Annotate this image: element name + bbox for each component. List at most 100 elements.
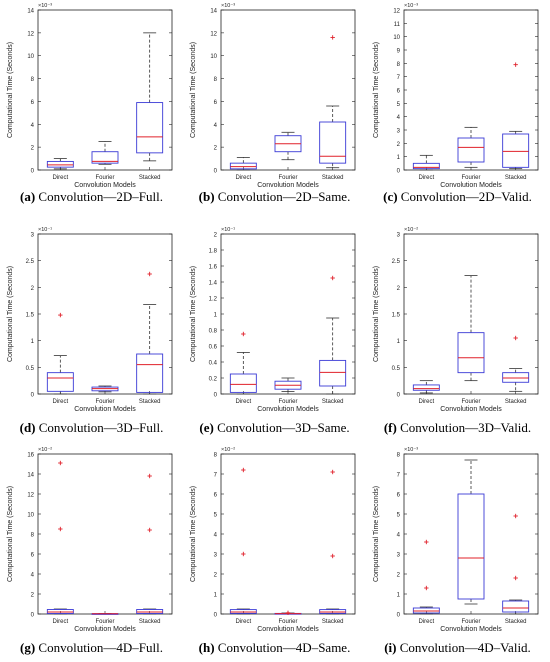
box <box>319 359 347 387</box>
y-tick-label: 3 <box>214 553 218 559</box>
outlier-marker <box>147 271 152 277</box>
y-axis-label: Computational Time (Seconds) <box>190 42 197 138</box>
y-exponent-label: ×10⁻³ <box>404 447 418 453</box>
box <box>412 162 440 170</box>
x-axis-label: Convolution Models <box>257 626 319 633</box>
outlier-marker <box>241 331 246 337</box>
y-tick-label: 4 <box>31 123 35 129</box>
y-tick-label: 3 <box>397 233 401 239</box>
category-label: Stacked <box>322 175 344 181</box>
box-plot: 0 1 2 3 4 5 6 7 8×10⁻² Computational Time (Second… <box>190 447 356 633</box>
outlier-marker <box>513 513 518 519</box>
category-label: Direct <box>52 619 68 625</box>
box-plot: 0 0.5 1 1.5 2 2.5 3×10⁻¹ Computational Time (Se… <box>7 227 173 413</box>
y-axis-label: Computational Time (Seconds) <box>7 486 14 582</box>
category-label: Stacked <box>505 175 527 181</box>
y-exponent-label: ×10⁻¹ <box>38 227 52 233</box>
y-tick-label: 9 <box>397 49 401 55</box>
box-plot: 0 0.2 0.4 0.6 0.8 1 1.2 1.4 1.6 1.8 2×10⁻¹ Computat… <box>190 227 356 413</box>
category-label: Stacked <box>139 399 161 405</box>
plot-area <box>220 453 356 615</box>
y-tick-label: 2 <box>214 573 218 579</box>
chart-panel: 0 2 4 6 8 10 12 14 ×10⁻³ Computational Time (Seco… <box>0 0 183 218</box>
panel-caption: (a) Convolution—2D–Full. <box>0 189 183 205</box>
y-tick-label: 1.4 <box>209 281 218 287</box>
outlier-marker <box>147 473 152 479</box>
y-tick-label: 0.4 <box>209 361 218 367</box>
y-tick-label: 0 <box>31 169 35 175</box>
y-tick-label: 2 <box>397 142 401 148</box>
plot-area <box>403 233 539 395</box>
outlier-marker <box>330 35 335 40</box>
chart-panel: 0 0.5 1 1.5 2 2.5 3 ×10⁻¹ Computational Time (Se… <box>0 224 183 442</box>
category-label: Fourier <box>278 175 297 181</box>
box <box>457 137 485 163</box>
chart-panel: 0 2 4 6 8 10 12 14 16 ×10⁻² Computational Time (Se… <box>0 444 183 662</box>
y-tick-label: 3 <box>397 553 401 559</box>
y-tick-label: 2 <box>397 286 401 292</box>
plot-area <box>37 453 173 615</box>
y-tick-label: 11 <box>394 22 401 28</box>
category-label: Direct <box>235 399 251 405</box>
outlier-marker <box>58 526 63 532</box>
y-tick-label: 1 <box>31 339 35 345</box>
category-label: Fourier <box>278 399 297 405</box>
chart-panel: 0 0.5 1 1.5 2 2.5 3 ×10⁻² Computational Time (Se… <box>366 224 549 442</box>
y-axis-label: Computational Time (Seconds) <box>373 486 380 582</box>
box <box>502 372 530 383</box>
box <box>46 160 74 168</box>
category-label: Stacked <box>139 619 161 625</box>
category-label: Direct <box>235 619 251 625</box>
category-label: Fourier <box>461 399 480 405</box>
y-tick-label: 5 <box>214 513 218 519</box>
category-label: Stacked <box>505 619 527 625</box>
caption-letter: (b) <box>198 189 215 204</box>
y-axis-label: Computational Time (Seconds) <box>7 266 14 362</box>
y-exponent-label: ×10⁻³ <box>221 3 235 9</box>
y-exponent-label: ×10⁻² <box>404 227 418 233</box>
outlier-marker <box>330 275 335 281</box>
y-tick-label: 6 <box>397 493 401 499</box>
caption-letter: (f) <box>383 420 397 435</box>
y-tick-label: 6 <box>214 100 218 106</box>
plot-area <box>37 233 173 395</box>
category-label: Stacked <box>139 175 161 181</box>
y-tick-label: 1 <box>397 339 401 345</box>
y-tick-label: 1.8 <box>209 249 218 255</box>
chart-panel: 0 2 4 6 8 10 12 14 ×10⁻³ Computational Time (Seco… <box>183 0 366 218</box>
category-label: Fourier <box>461 175 480 181</box>
y-tick-label: 7 <box>397 473 401 479</box>
category-label: Direct <box>418 619 434 625</box>
outlier-marker <box>513 575 518 581</box>
y-tick-label: 0 <box>397 613 401 619</box>
y-axis-label: Computational Time (Seconds) <box>373 266 380 362</box>
y-tick-label: 1.6 <box>209 265 218 271</box>
caption-text: Convolution—3D–Same. <box>213 420 350 435</box>
y-tick-label: 14 <box>27 473 34 479</box>
panel-caption: (f) Convolution—3D–Valid. <box>366 420 549 436</box>
chart-panel: 0 1 2 3 4 5 6 7 8 ×10⁻³ Computational Time (Second… <box>366 444 549 662</box>
box <box>229 162 257 170</box>
caption-letter: (g) <box>19 640 36 655</box>
x-axis-label: Convolution Models <box>440 406 502 413</box>
x-axis-label: Convolution Models <box>257 406 319 413</box>
box-plot: 0 1 2 3 4 5 6 7 8×10⁻³ Computational Time (Second… <box>373 447 539 633</box>
y-tick-label: 10 <box>27 54 34 60</box>
panel-caption: (d) Convolution—3D–Full. <box>0 420 183 436</box>
y-tick-label: 12 <box>27 31 34 37</box>
x-axis-label: Convolution Models <box>440 626 502 633</box>
category-label: Fourier <box>461 619 480 625</box>
y-tick-label: 14 <box>27 9 34 15</box>
outlier-marker <box>147 527 152 533</box>
y-tick-label: 2.5 <box>26 259 35 265</box>
y-tick-label: 1.5 <box>26 313 35 319</box>
y-tick-label: 3 <box>397 129 401 135</box>
y-axis-label: Computational Time (Seconds) <box>190 486 197 582</box>
box <box>457 493 485 600</box>
y-tick-label: 4 <box>31 573 35 579</box>
category-label: Direct <box>52 175 68 181</box>
outlier-marker <box>241 551 246 557</box>
y-tick-label: 8 <box>397 62 401 68</box>
x-axis-label: Convolution Models <box>440 182 502 189</box>
